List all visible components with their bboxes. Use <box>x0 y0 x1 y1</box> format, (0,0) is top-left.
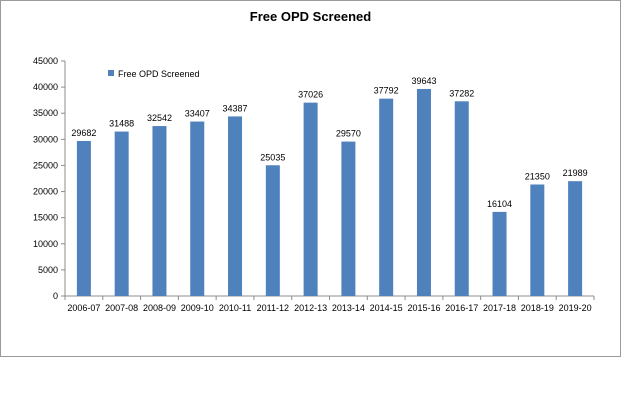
data-label: 31488 <box>109 119 134 129</box>
x-tick-label: 2019-20 <box>559 303 592 313</box>
data-label: 33407 <box>185 109 210 119</box>
data-label: 37282 <box>449 88 474 98</box>
x-axis: 2006-07 2007-08 2008-09 2009-10 2010-11 2011-… <box>64 295 595 313</box>
legend-label: Free OPD Screened <box>118 69 200 79</box>
x-tick-label: 2014-15 <box>370 303 403 313</box>
data-label: 32542 <box>147 113 172 123</box>
x-tick-label: 2010-11 <box>219 303 251 313</box>
y-tick-label: 35000 <box>33 108 58 118</box>
data-label: 37792 <box>374 86 399 96</box>
x-tick-label: 2017-18 <box>483 303 516 313</box>
y-axis: 0 5000 10000 15000 20000 25000 30000 35000 40000… <box>33 56 66 301</box>
x-tick-label: 2009-10 <box>181 303 214 313</box>
chart-title: Free OPD Screened <box>249 9 372 24</box>
bar <box>152 126 167 296</box>
bar <box>228 116 243 296</box>
y-tick-label: 25000 <box>33 160 58 170</box>
y-tick-label: 10000 <box>33 239 58 249</box>
data-labels: 29682 31488 32542 33407 34387 25035 37026 29570… <box>71 76 587 209</box>
bar <box>265 165 280 296</box>
bar <box>341 141 356 296</box>
bar <box>416 88 431 297</box>
y-tick-label: 30000 <box>33 134 58 144</box>
y-tick-label: 20000 <box>33 187 58 197</box>
y-tick-label: 5000 <box>38 265 58 275</box>
bar <box>190 121 205 296</box>
x-tick-label: 2008-09 <box>143 303 176 313</box>
bar <box>492 211 507 296</box>
bar <box>303 102 318 296</box>
data-label: 16104 <box>487 199 512 209</box>
y-tick-label: 40000 <box>33 82 58 92</box>
bar <box>568 181 583 296</box>
data-label: 34387 <box>223 103 248 113</box>
legend: Free OPD Screened <box>108 69 200 79</box>
legend-swatch <box>108 70 114 76</box>
x-tick-label: 2013-14 <box>332 303 365 313</box>
data-label: 21350 <box>525 172 550 182</box>
y-tick-label: 45000 <box>33 56 58 66</box>
y-tick-label: 0 <box>53 291 58 301</box>
x-tick-label: 2011-12 <box>257 303 289 313</box>
data-label: 39643 <box>411 76 436 86</box>
data-label: 21989 <box>563 168 588 178</box>
x-tick-label: 2006-07 <box>67 303 100 313</box>
bar <box>76 140 91 296</box>
x-tick-label: 2012-13 <box>294 303 327 313</box>
data-label: 37026 <box>298 90 323 100</box>
x-tick-label: 2016-17 <box>445 303 478 313</box>
y-tick-label: 15000 <box>33 213 58 223</box>
bar <box>454 101 469 296</box>
bar <box>379 98 394 296</box>
data-label: 29570 <box>336 129 361 139</box>
x-tick-label: 2018-19 <box>521 303 554 313</box>
x-tick-label: 2015-16 <box>407 303 440 313</box>
data-label: 29682 <box>71 128 96 138</box>
bar <box>114 131 129 296</box>
bars <box>76 88 583 297</box>
data-label: 25035 <box>260 152 285 162</box>
bar <box>530 184 545 296</box>
x-tick-label: 2007-08 <box>105 303 138 313</box>
